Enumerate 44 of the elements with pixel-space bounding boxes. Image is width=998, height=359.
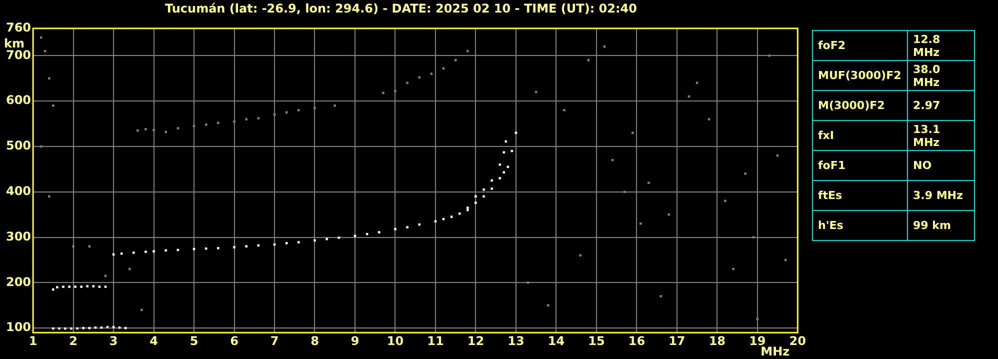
x-tick-label: 4 (150, 334, 158, 348)
text: 99 km (908, 210, 974, 240)
point (44, 50, 46, 52)
y-tick-label: 760 (6, 20, 32, 35)
text: ftEs (812, 180, 908, 210)
text: 38.0 MHz (908, 60, 974, 90)
x-tick-label: 17 (668, 334, 686, 348)
text: 3.9 MHz (908, 180, 974, 210)
x-tick-label: 3 (109, 334, 118, 348)
x-tick-label: 15 (588, 334, 605, 348)
x-tick-label: 7 (270, 334, 279, 348)
text: M(3000)F2 (812, 90, 908, 120)
text: 2.97 (908, 90, 974, 120)
x-tick-label: 10 (386, 334, 404, 348)
text: foF1 (812, 150, 908, 180)
x-tick-label: 16 (628, 334, 646, 348)
y-tick-label: 600 (6, 93, 32, 108)
text: 12.8 MHz (908, 30, 974, 60)
y-tick-label: 500 (6, 138, 32, 153)
x-tick-label: 14 (548, 334, 565, 348)
text: h'Es (812, 210, 908, 240)
x-tick-label: 11 (427, 334, 444, 348)
point (668, 213, 670, 216)
x-tick-label: 20 (789, 334, 806, 348)
point (418, 76, 421, 79)
x-tick-label: 5 (190, 334, 198, 348)
x-tick-label: 12 (467, 334, 484, 348)
y-tick-label: 400 (6, 184, 32, 198)
text: 13.1 MHz (908, 120, 974, 150)
y-tick-label: 100 (6, 320, 32, 334)
text: MUF(3000)F2 (812, 60, 908, 90)
chart-title: Tucumán (lat: -26.9, lon: 294.6) - DATE: 2025 02 10 - TIME (UT): 02:40 (165, 1, 637, 16)
y-tick-label: 200 (6, 274, 32, 289)
x-tick-label: 18 (708, 334, 726, 348)
text: foF2 (812, 30, 908, 60)
x-tick-label: 8 (310, 334, 319, 348)
y-tick-label: 300 (6, 229, 32, 244)
x-tick-label: 2 (69, 334, 78, 348)
x-tick-label: 6 (230, 334, 238, 348)
x-tick-label: 1 (28, 334, 38, 348)
text: fxI (812, 120, 908, 150)
x-tick-label: 13 (508, 334, 524, 348)
text: NO (908, 150, 974, 180)
x-tick-label: 9 (350, 334, 360, 348)
